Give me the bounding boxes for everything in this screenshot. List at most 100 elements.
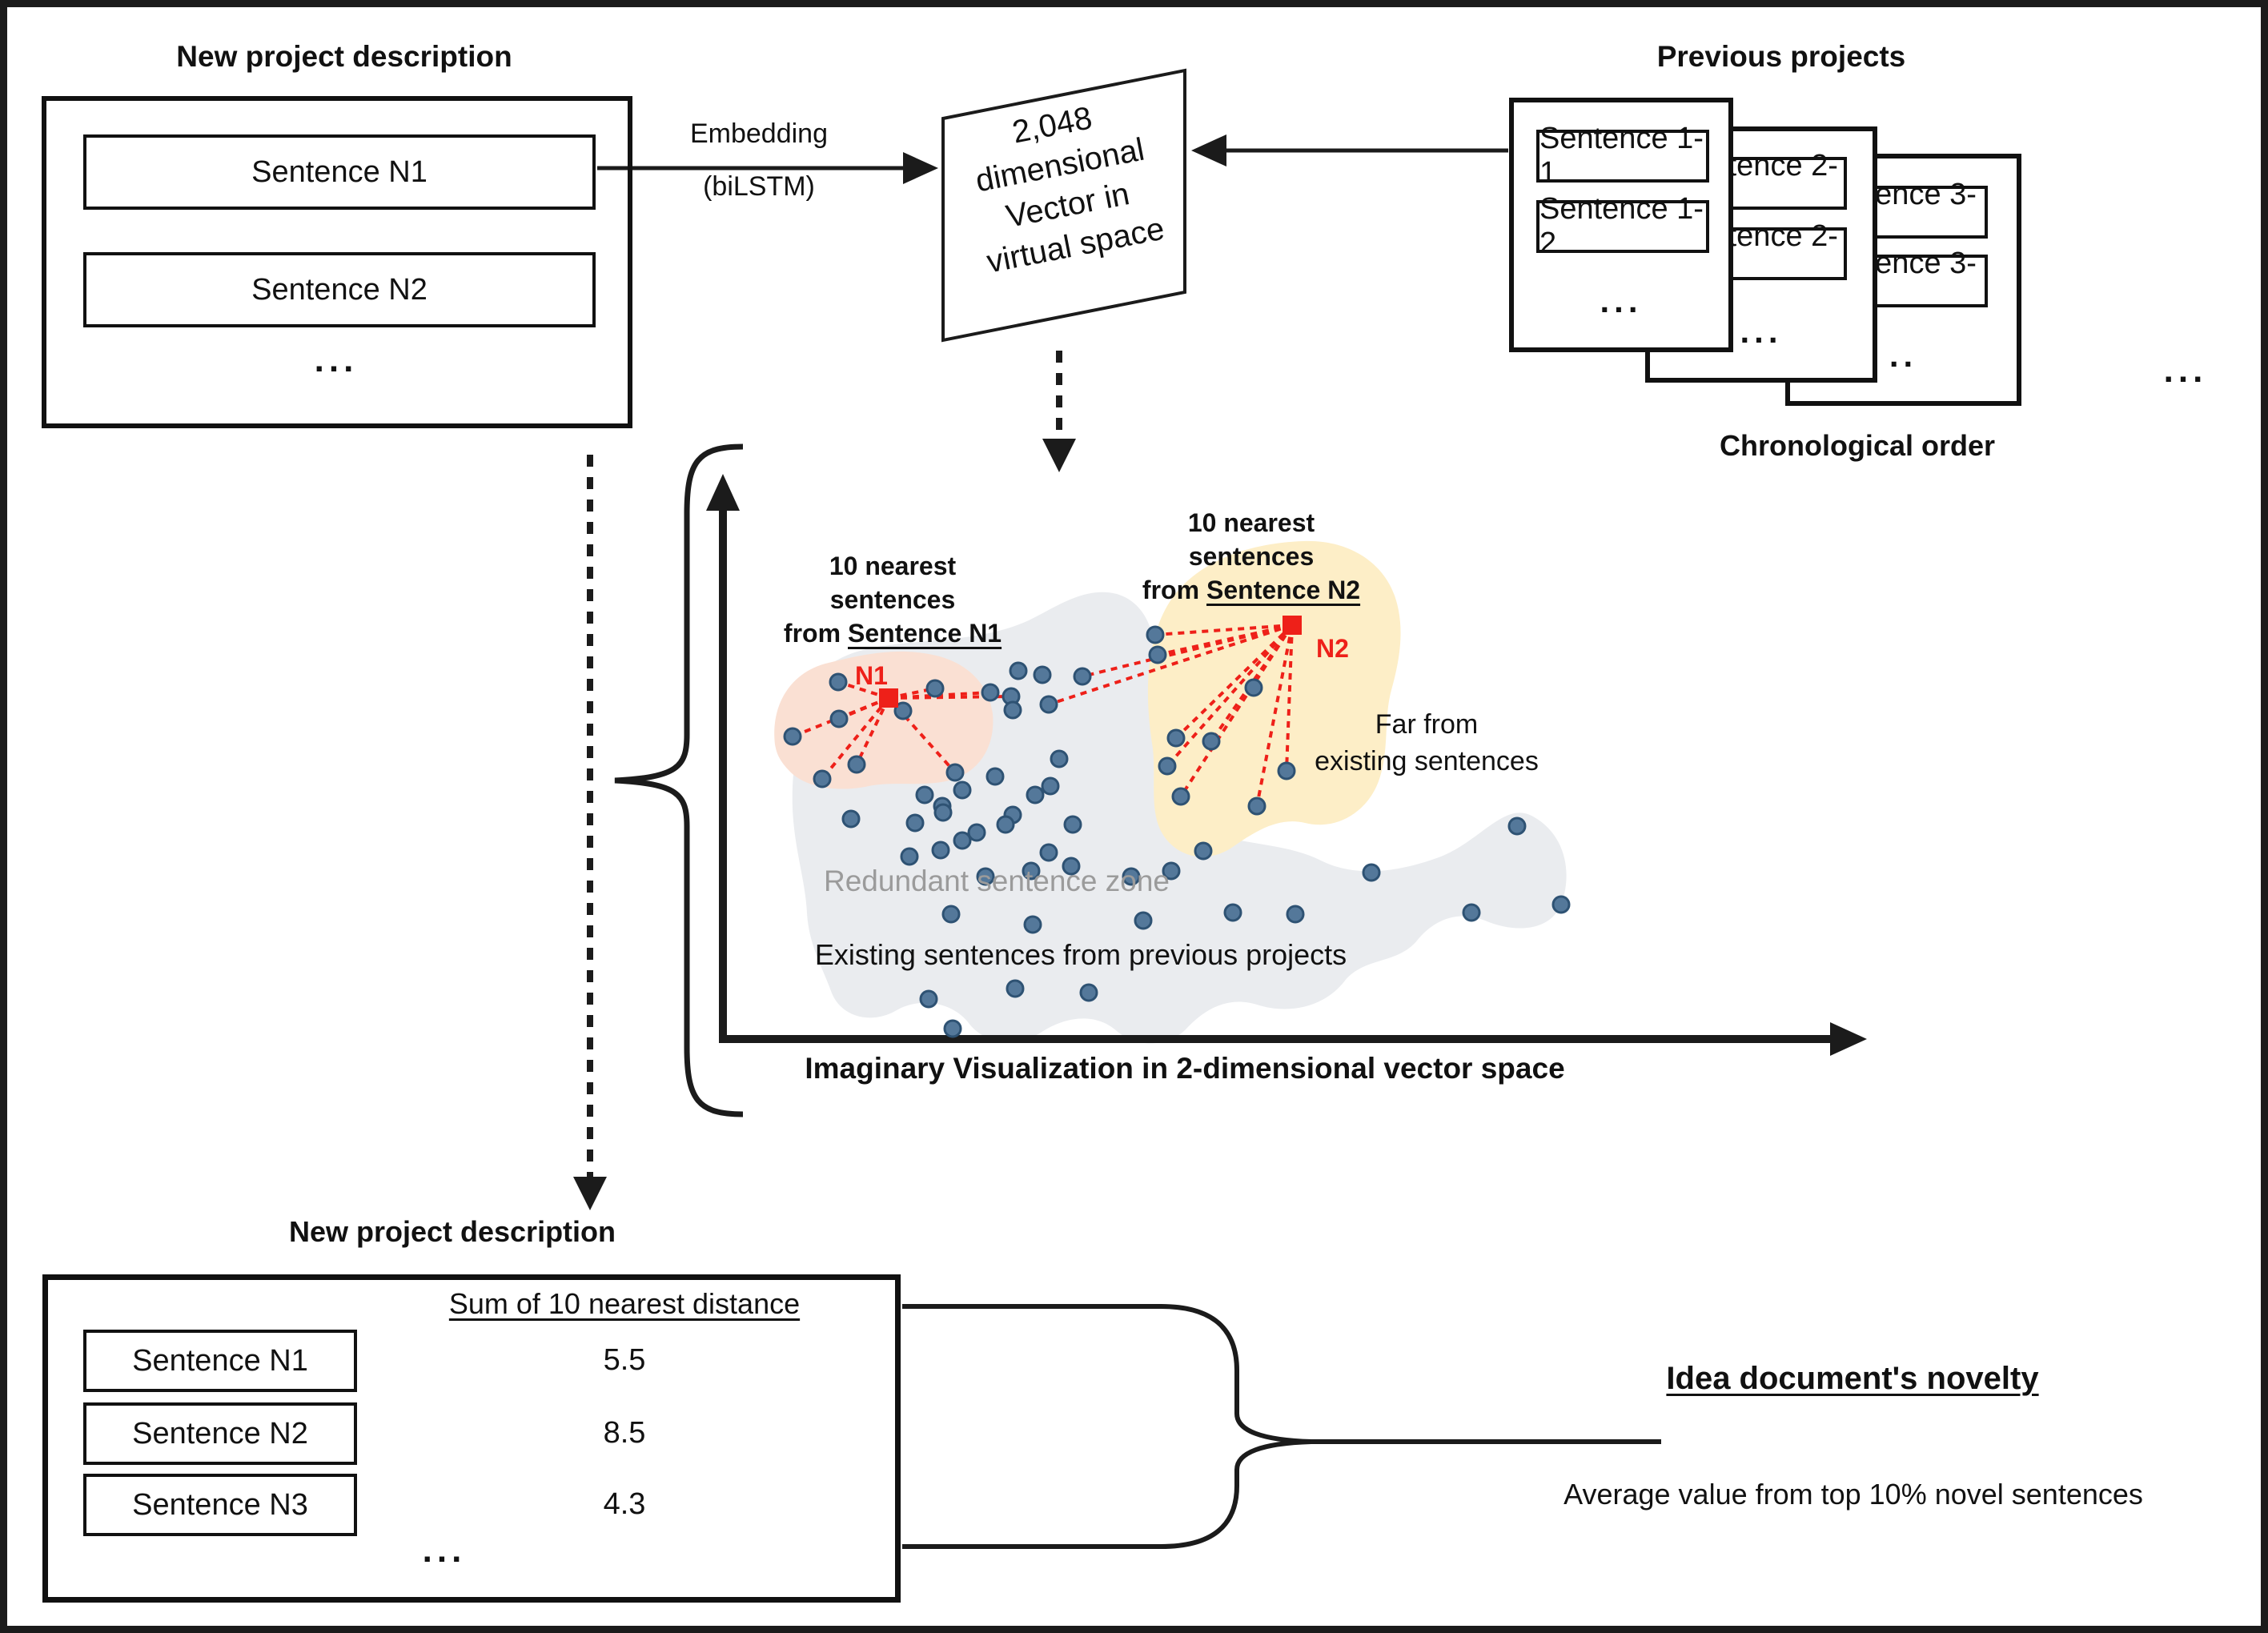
scatter-dot [1462, 903, 1481, 922]
table-to-result-brace-bottom [902, 1439, 1312, 1549]
novelty-description: Average value from top 10% novel sentenc… [1564, 1478, 2143, 1511]
previous-arrowhead [1191, 134, 1226, 167]
scatter-dot [941, 905, 961, 924]
scatter-dot [1122, 867, 1141, 886]
n2-marker [1283, 616, 1302, 635]
scatter-dot [931, 841, 950, 860]
scatter-dot [1039, 695, 1058, 714]
nearest-neighbor-line [837, 680, 889, 700]
scatter-dot [1362, 863, 1381, 882]
previous-projects-title: Previous projects [1656, 40, 1906, 73]
embedding-label: Embedding [689, 118, 828, 149]
sentence-1-1-box: Sentence 1-1 [1536, 122, 1709, 190]
scatter-dot [1146, 625, 1165, 644]
scatter-dot [813, 769, 832, 788]
query-point-markers [879, 616, 1302, 708]
nearest-neighbor-line [1179, 624, 1294, 798]
vector-box-outline [941, 68, 1186, 343]
scatter-dot [953, 780, 972, 800]
far-from-line2: existing sentences [1315, 746, 1539, 776]
new-project-title-top: New project description [176, 40, 512, 73]
scatter-dot [1551, 895, 1571, 914]
scatter-dot [933, 803, 953, 822]
scatter-dot [1277, 761, 1296, 780]
vector-box-text: 2,048 dimensional Vector in virtual spac… [924, 53, 1204, 319]
n2-caption-line2: sentences [1188, 542, 1315, 571]
y-axis-arrowhead [706, 474, 740, 511]
n1-nearest-caption: 10 nearest sentences from Sentence N1 [773, 549, 1013, 650]
scatter-dot [1194, 841, 1213, 861]
distance-table-box [42, 1274, 901, 1603]
n2-caption-target: Sentence N2 [1206, 576, 1361, 604]
scatter-dot [1062, 857, 1081, 876]
row-sentence-n2-value: 8.5 [603, 1416, 646, 1450]
n1-caption-line3: from Sentence N1 [773, 616, 1013, 650]
scatter-dot [1039, 843, 1058, 862]
far-from-line1: Far from [1375, 709, 1479, 740]
scatter-dot [1073, 667, 1092, 686]
table-header-text: Sum of 10 nearest distance [448, 1287, 801, 1320]
scatter-dot [1244, 678, 1263, 697]
row-sentence-n3-box: Sentence N3 [83, 1474, 357, 1536]
nearest-neighbor-line [1154, 624, 1293, 636]
scatter-dot [976, 867, 995, 886]
scatter-dot [1023, 915, 1042, 934]
bilstm-label: (biLSTM) [703, 171, 815, 202]
table-ellipsis: ... [422, 1531, 467, 1570]
novelty-title-text: Idea document's novelty [1666, 1361, 2039, 1396]
scatter-dot [1286, 905, 1305, 924]
new-project-ellipsis: ... [314, 340, 359, 379]
scatter-dot [967, 823, 986, 842]
scatter-dot [893, 701, 913, 720]
scatter-dot [1507, 816, 1527, 836]
card-1-ellipsis: ... [1600, 282, 1643, 319]
scatter-dot [829, 709, 849, 728]
scatter-dot [1247, 796, 1266, 816]
scatter-dot [1041, 776, 1060, 796]
n1-caption-from: from [783, 619, 841, 648]
scatter-dot [1003, 700, 1022, 720]
chronological-order-label: Chronological order [1719, 429, 1996, 462]
scatter-dot [1202, 732, 1221, 751]
scatter-dot [985, 767, 1005, 786]
scatter-dot [945, 763, 965, 782]
x-axis-arrowhead [1830, 1022, 1867, 1056]
plot-left-brace [614, 443, 744, 1117]
scatter-dot [996, 815, 1015, 834]
n1-caption-line1: 10 nearest [829, 552, 957, 580]
vector-to-plot-arrowhead [1042, 439, 1076, 472]
scatter-dot [1166, 728, 1186, 748]
nearest-neighbor-line [1166, 624, 1294, 768]
scatter-dot [1026, 785, 1045, 804]
scatter-dot [1223, 903, 1242, 922]
card-3-ellipsis: .. [1889, 336, 1918, 374]
scatter-dot [1079, 983, 1098, 1002]
nearest-neighbor-line [821, 696, 890, 780]
novelty-title: Idea document's novelty [1636, 1361, 2069, 1397]
table-to-result-brace-top [902, 1304, 1312, 1444]
scatter-dot [905, 813, 925, 833]
n2-caption-line3: from Sentence N2 [1131, 573, 1371, 607]
row-sentence-n1-value: 5.5 [603, 1343, 646, 1377]
n2-caption-from: from [1142, 576, 1200, 604]
scatter-dot [1009, 661, 1028, 680]
scatter-dot [829, 672, 848, 692]
scatter-dot [943, 1019, 962, 1038]
sentence-n2-box: Sentence N2 [83, 252, 596, 327]
scatter-dot [783, 727, 802, 746]
scatter-dot [1134, 911, 1153, 930]
far-zone-blob [1147, 540, 1401, 857]
description-to-table-arrowhead [573, 1177, 607, 1210]
n1-caption-line2: sentences [829, 585, 956, 614]
row-sentence-n1-box: Sentence N1 [83, 1330, 357, 1392]
scatter-dot [1158, 756, 1177, 776]
scatter-dot [1063, 815, 1082, 834]
nearest-neighbor-line [1285, 624, 1294, 772]
nearest-neighbor-line [855, 697, 890, 765]
scatter-dot [900, 847, 919, 866]
more-projects-ellipsis: ... [2163, 351, 2208, 390]
scatter-dots [783, 625, 1571, 1038]
card-2-ellipsis: ... [1740, 312, 1783, 350]
